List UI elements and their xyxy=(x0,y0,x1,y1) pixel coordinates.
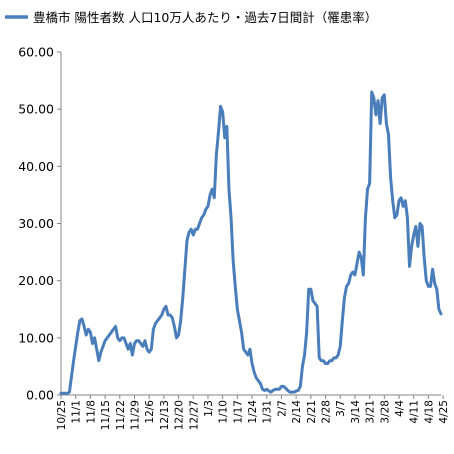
x-tick-label: 12/27 xyxy=(188,400,200,430)
x-tick-label: 2/7 xyxy=(276,400,288,417)
y-tick-label: 30.00 xyxy=(18,216,54,231)
x-tick-label: 4/11 xyxy=(409,400,421,424)
x-tick-label: 5/2 xyxy=(453,400,454,417)
y-tick-label: 10.00 xyxy=(18,330,54,345)
x-axis: 10/25 11/1 11/8 11/15 11/22 11/29 12/6 12/13 12/… xyxy=(56,394,454,430)
x-tick-label: 4/25 xyxy=(438,400,450,424)
y-axis: 0.00 10.00 20.00 30.00 40.00 50.00 60.00 xyxy=(18,45,62,403)
y-tick-label: 20.00 xyxy=(18,273,54,288)
x-tick-label: 3/7 xyxy=(335,400,347,417)
x-tick-label: 1/10 xyxy=(218,400,230,424)
x-tick-label: 11/1 xyxy=(71,400,83,424)
x-tick-label: 11/29 xyxy=(129,400,141,430)
x-tick-label: 4/18 xyxy=(423,400,435,424)
x-tick-label: 1/3 xyxy=(203,400,215,417)
series-layer xyxy=(59,90,443,395)
y-tick-label: 0.00 xyxy=(26,388,54,403)
y-tick-label: 60.00 xyxy=(18,45,54,60)
x-tick-label: 2/14 xyxy=(291,400,303,424)
x-tick-label: 11/22 xyxy=(115,400,127,430)
x-tick-label: 4/4 xyxy=(394,400,406,417)
x-tick-label: 11/8 xyxy=(85,400,97,424)
legend: 豊橋市 陽性者数 人口10万人あたり・過去7日間計（罹患率） xyxy=(5,10,377,25)
x-tick-label: 3/14 xyxy=(350,400,362,424)
x-tick-label: 3/28 xyxy=(379,400,391,424)
x-tick-label: 11/15 xyxy=(100,400,112,430)
x-tick-label: 1/31 xyxy=(262,400,274,424)
x-tick-label: 1/17 xyxy=(232,400,244,424)
x-tick-label: 12/20 xyxy=(174,400,186,430)
y-tick-label: 40.00 xyxy=(18,159,54,174)
x-tick-label: 2/28 xyxy=(321,400,333,424)
x-tick-label: 3/21 xyxy=(365,400,377,424)
x-tick-label: 12/13 xyxy=(159,400,171,430)
x-tick-label: 10/25 xyxy=(56,400,68,430)
legend-label: 豊橋市 陽性者数 人口10万人あたり・過去7日間計（罹患率） xyxy=(33,10,377,25)
x-tick-label: 2/21 xyxy=(306,400,318,424)
x-tick-label: 1/24 xyxy=(247,400,259,424)
x-tick-label: 12/6 xyxy=(144,400,156,424)
y-tick-label: 50.00 xyxy=(18,102,54,117)
series-line xyxy=(59,90,443,395)
